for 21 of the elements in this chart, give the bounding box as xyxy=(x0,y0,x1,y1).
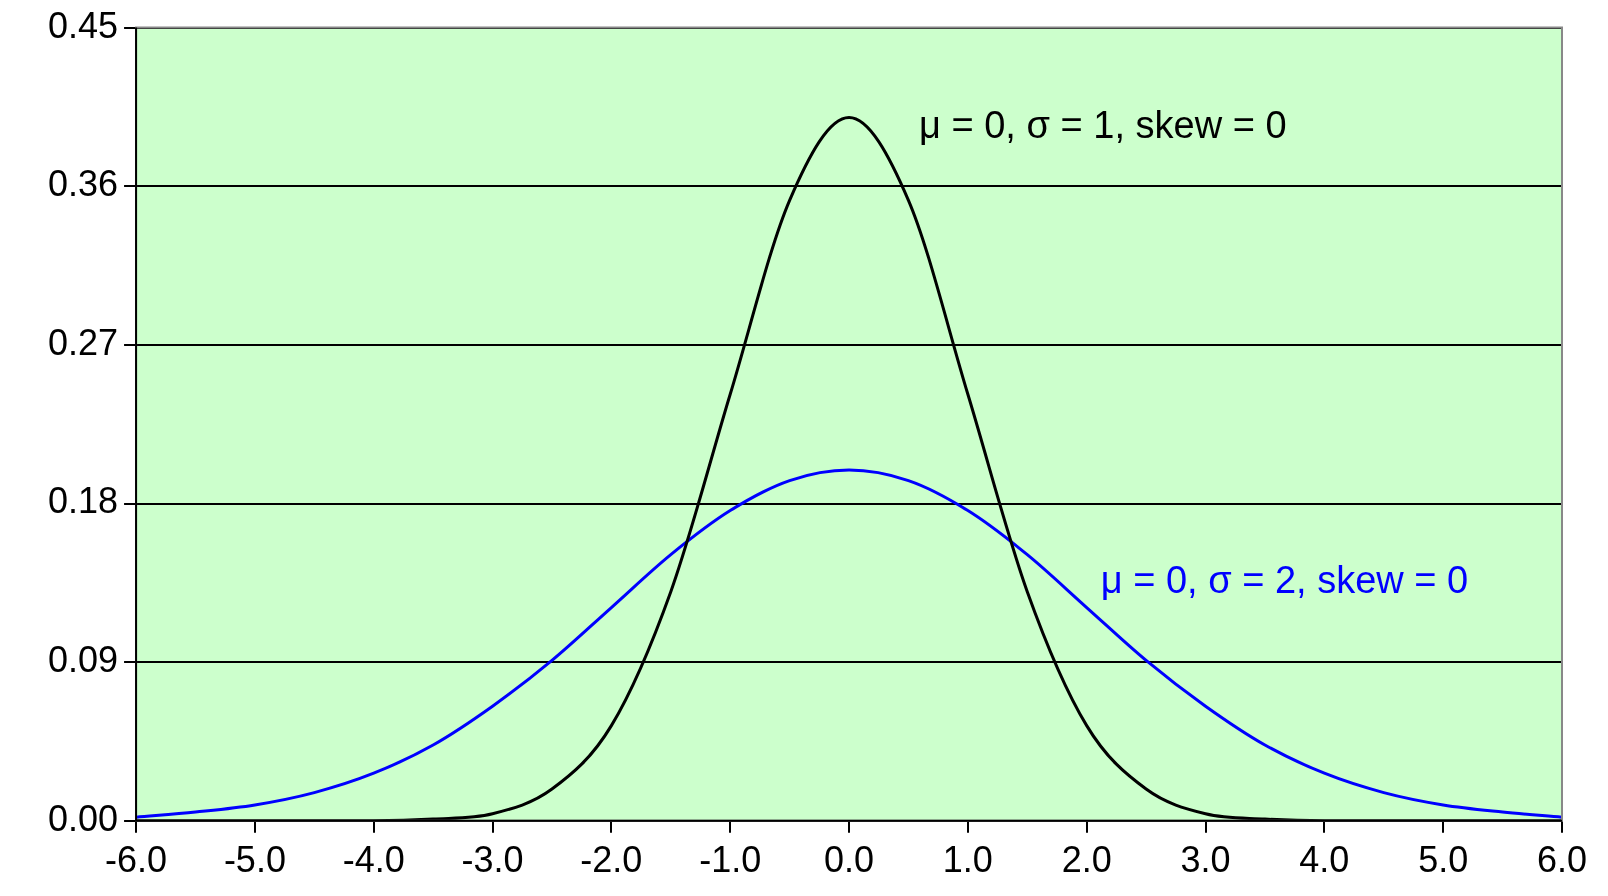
series-label: μ = 0, σ = 1, skew = 0 xyxy=(919,103,1287,146)
x-tick-label: 0.0 xyxy=(824,839,875,881)
x-tick-label: -3.0 xyxy=(461,839,524,881)
x-tick-label: -6.0 xyxy=(105,839,168,881)
series-label: μ = 0, σ = 2, skew = 0 xyxy=(1100,559,1469,601)
y-tick-label: 0.09 xyxy=(47,639,119,681)
x-tick-label: -2.0 xyxy=(580,839,643,881)
x-tick-label: -4.0 xyxy=(342,839,405,881)
x-tick-label: -5.0 xyxy=(223,839,286,881)
x-tick-label: -1.0 xyxy=(699,839,762,881)
x-tick-label: 6.0 xyxy=(1536,839,1588,881)
x-tick-label: 3.0 xyxy=(1180,839,1231,881)
y-tick-label: 0.27 xyxy=(47,321,119,363)
x-tick-label: 5.0 xyxy=(1418,839,1469,881)
x-tick-label: 4.0 xyxy=(1299,839,1350,881)
y-tick-label: 0.45 xyxy=(47,4,119,46)
y-tick-label: 0.00 xyxy=(47,797,119,839)
y-tick-label: 0.18 xyxy=(47,480,119,522)
y-tick-label: 0.36 xyxy=(47,163,119,205)
x-tick-label: 1.0 xyxy=(942,839,993,881)
x-tick-label: 2.0 xyxy=(1061,839,1112,881)
